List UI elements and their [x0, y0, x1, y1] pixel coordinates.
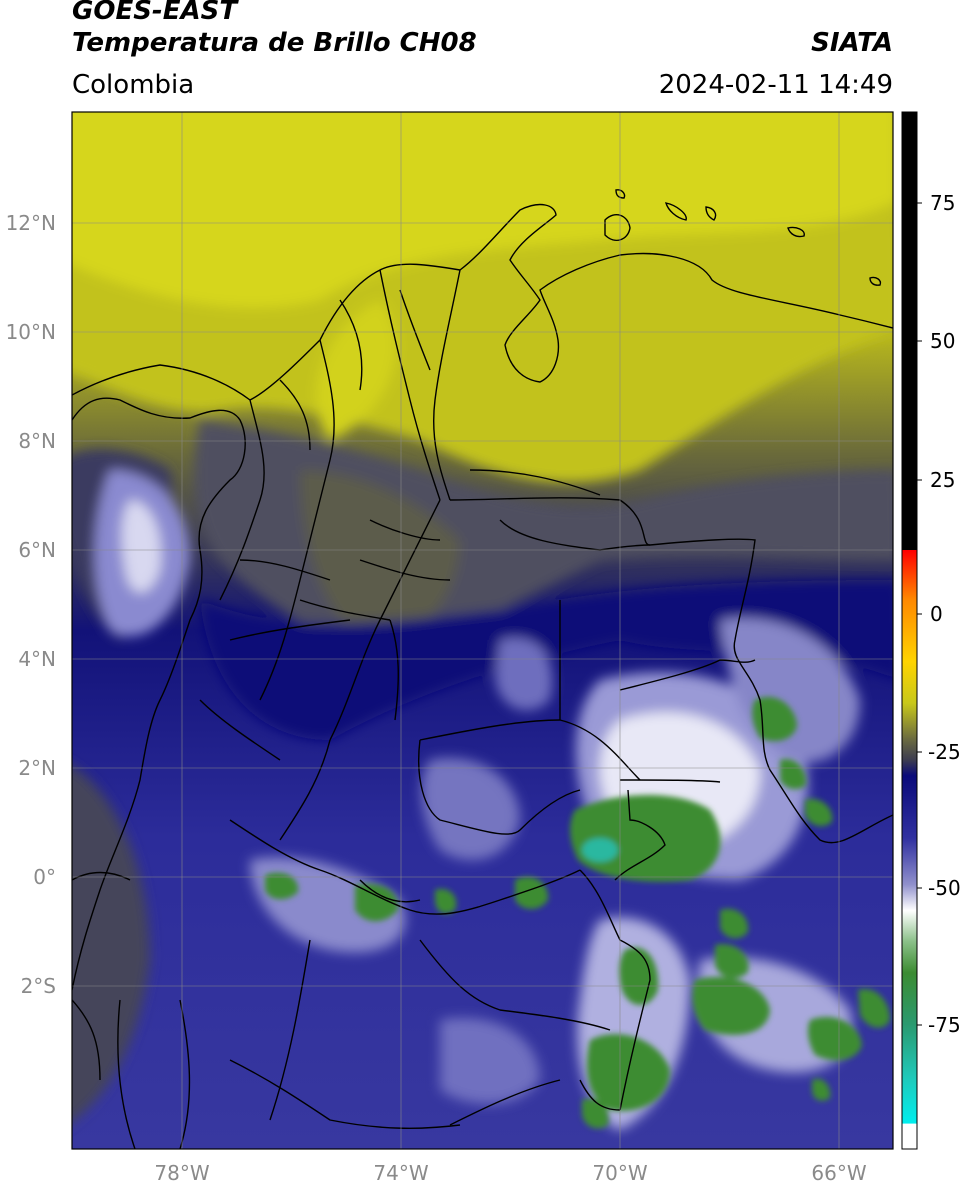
colorbar-tick-label: -75 [928, 1013, 961, 1037]
lat-label: 4°N [18, 647, 56, 671]
lon-label: 74°W [373, 1161, 428, 1185]
lon-label: 66°W [811, 1161, 866, 1185]
lat-label: 10°N [6, 320, 56, 344]
timestamp-label: 2024-02-11 14:49 [658, 70, 893, 100]
longitude-labels: 78°W 74°W 70°W 66°W [154, 1161, 866, 1185]
lat-label: 2°S [21, 974, 56, 998]
lat-label: 0° [33, 865, 56, 889]
lat-label: 2°N [18, 756, 56, 780]
map-frame [71, 111, 894, 1150]
satellite-imagery [72, 112, 893, 1149]
colorbar-tick-label: -50 [928, 876, 961, 900]
region-label: Colombia [72, 70, 195, 100]
coastlines-and-borders [72, 189, 893, 1149]
colorbar: 75 50 25 0 -25 -50 -75 [901, 111, 961, 1150]
colorbar-tick-label: 25 [930, 468, 955, 492]
colorbar-frame [901, 111, 918, 1150]
colorbar-gradient [902, 112, 917, 1149]
colorbar-tick-label: -25 [928, 740, 961, 764]
title-line-1: GOES-EAST [72, 0, 238, 26]
lat-label: 8°N [18, 429, 56, 453]
colorbar-tick-label: 50 [930, 329, 955, 353]
lat-label: 6°N [18, 538, 56, 562]
organization-label: SIATA [811, 28, 893, 58]
colorbar-tick-label: 75 [930, 191, 955, 215]
title-line-2: Temperatura de Brillo CH08 [72, 28, 477, 58]
graticule [72, 112, 893, 1149]
latitude-labels: 12°N 10°N 8°N 6°N 4°N 2°N 0° 2°S [6, 211, 56, 998]
lon-label: 78°W [154, 1161, 209, 1185]
lon-label: 70°W [592, 1161, 647, 1185]
lat-label: 12°N [6, 211, 56, 235]
colorbar-tick-label: 0 [930, 602, 943, 626]
